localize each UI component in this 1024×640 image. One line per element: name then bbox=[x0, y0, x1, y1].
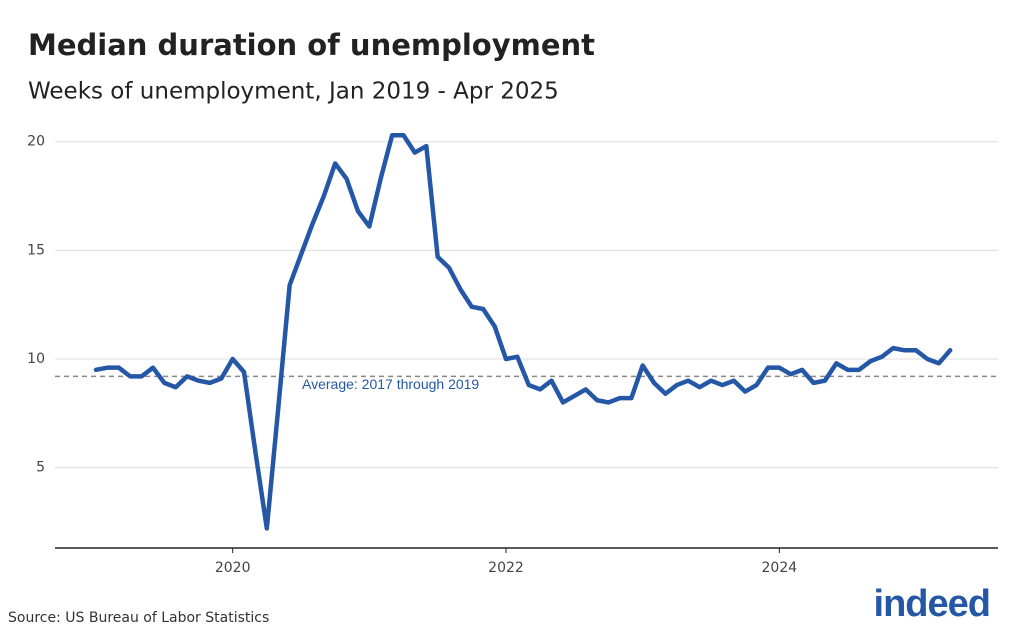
y-tick-label: 20 bbox=[27, 134, 45, 150]
x-tick-label: 2024 bbox=[762, 560, 798, 576]
chart-title: Median duration of unemployment bbox=[28, 28, 595, 62]
source-note: Source: US Bureau of Labor Statistics bbox=[8, 610, 269, 626]
x-tick-label: 2020 bbox=[215, 560, 251, 576]
y-tick-label: 15 bbox=[27, 242, 45, 258]
data-line bbox=[93, 132, 953, 531]
reference-label: Average: 2017 through 2019 bbox=[302, 376, 479, 392]
chart-subtitle: Weeks of unemployment, Jan 2019 - Apr 20… bbox=[28, 79, 559, 105]
y-tick-label: 10 bbox=[27, 351, 45, 367]
x-tick-label: 2022 bbox=[488, 560, 524, 576]
logo: indeed bbox=[874, 583, 990, 625]
y-tick-label: 5 bbox=[36, 460, 45, 476]
